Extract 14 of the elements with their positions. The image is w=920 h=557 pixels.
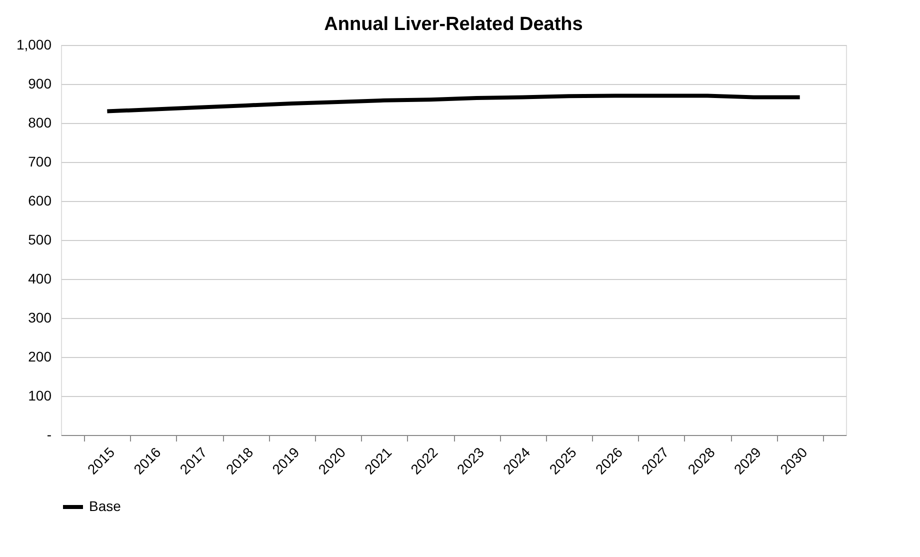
y-tick-label: 1,000: [16, 36, 52, 52]
chart-title: Annual Liver-Related Deaths: [324, 14, 583, 35]
y-tick-label: -: [46, 426, 52, 442]
line-series: [105, 94, 802, 114]
y-tick-label: 700: [28, 154, 52, 170]
y-tick-label: 400: [28, 270, 52, 286]
y-tick-label: 900: [28, 76, 52, 92]
y-tick-label: 300: [28, 310, 52, 326]
y-tick-label: 500: [28, 232, 52, 248]
y-tick-label: 100: [28, 388, 52, 404]
y-tick-label: 800: [28, 114, 52, 130]
legend-label: Base: [89, 498, 122, 514]
y-tick-label: 200: [28, 348, 52, 364]
y-tick-label: 600: [28, 192, 52, 208]
